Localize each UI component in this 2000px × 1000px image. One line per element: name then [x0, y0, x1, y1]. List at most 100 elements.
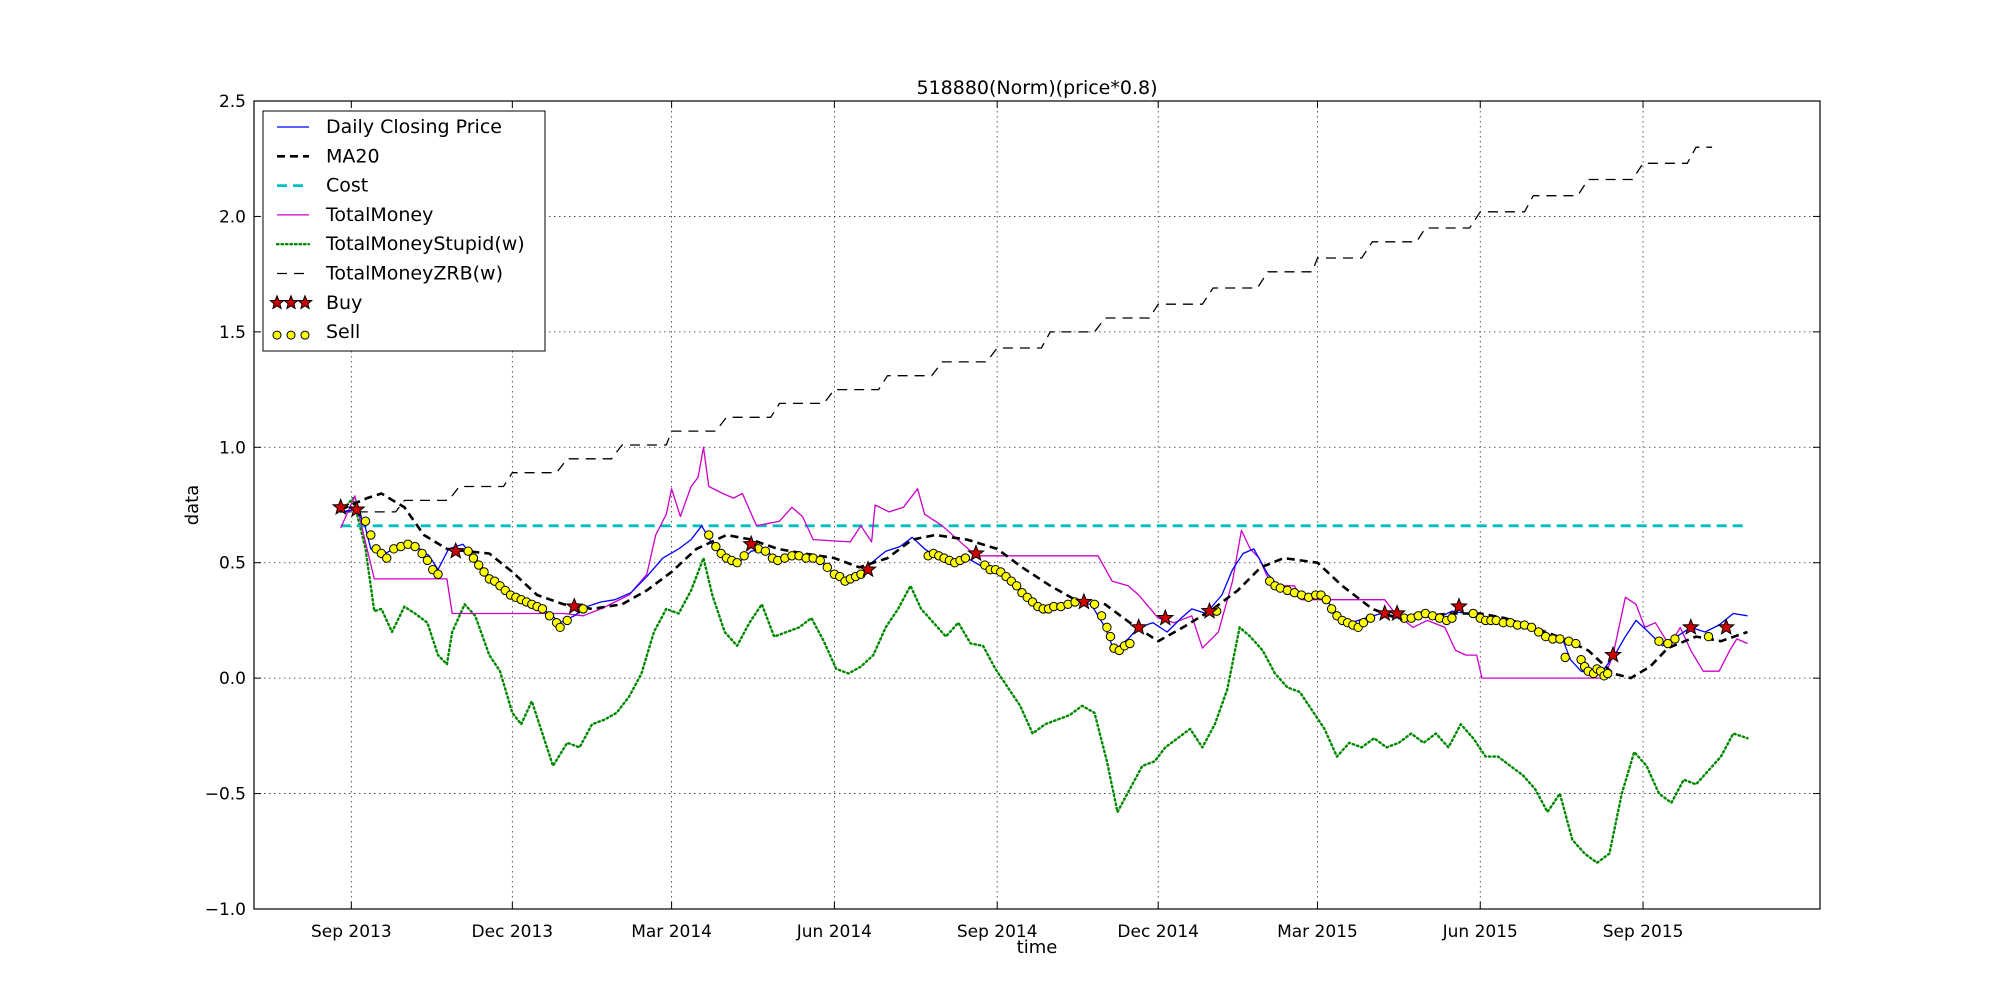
sell-marker — [382, 553, 392, 563]
sell-marker — [537, 604, 548, 614]
sell-marker — [417, 548, 427, 559]
sell-marker — [578, 604, 588, 614]
sell-marker — [1468, 608, 1478, 619]
buy-marker — [565, 597, 584, 615]
x-tick-label: Mar 2014 — [631, 922, 712, 942]
sell-marker — [1663, 638, 1673, 649]
legend-label-totalmoneyzrb-w: TotalMoneyZRB(w) — [325, 263, 503, 285]
legend-label-sell: Sell — [326, 321, 360, 343]
buy-marker — [1156, 608, 1175, 626]
y-tick-label: 1.0 — [219, 438, 246, 458]
y-tick-label: 1.5 — [219, 323, 246, 343]
buy-marker — [347, 500, 366, 518]
sell-marker — [1011, 581, 1022, 591]
buy-marker — [331, 497, 350, 515]
y-tick-label: 0.5 — [219, 554, 246, 574]
y-tick-label: 2.0 — [219, 207, 246, 227]
x-tick-label: Sep 2014 — [957, 922, 1038, 942]
legend-label-ma20: MA20 — [326, 145, 380, 167]
sell-marker — [468, 553, 479, 563]
buy-marker — [1388, 604, 1407, 622]
x-tick-label: Dec 2014 — [1117, 922, 1199, 942]
sell-marker — [704, 530, 714, 540]
sell-marker — [1571, 638, 1581, 649]
sell-marker — [960, 553, 971, 563]
legend: Daily Closing Price MA20 Cost TotalMoney Tot… — [262, 110, 546, 352]
sell-marker — [366, 530, 376, 540]
sell-marker — [433, 569, 443, 579]
sell-marker — [422, 555, 433, 566]
buy-marker — [742, 534, 761, 552]
sell-marker — [1703, 631, 1714, 642]
sell-marker — [360, 516, 371, 526]
y-tick-label: −0.5 — [205, 785, 246, 805]
legend-label-totalmoney: TotalMoney — [325, 204, 433, 226]
legend-swatch-sell-circle — [286, 330, 296, 340]
legend-label-buy: Buy — [326, 292, 362, 314]
legend-label-daily-closing-price: Daily Closing Price — [326, 116, 502, 138]
sell-marker — [1125, 638, 1135, 649]
buy-marker — [1717, 618, 1736, 635]
sell-marker — [815, 555, 825, 566]
x-tick-label: Jun 2014 — [796, 922, 872, 942]
sell-marker — [544, 611, 555, 621]
sell-marker — [822, 562, 833, 573]
signal-markers — [331, 497, 1736, 681]
axis-ticks: −1.0 −0.5 0.0 0.5 1.0 1.5 2.0 2.5 Sep 2013 Dec 20… — [205, 92, 1820, 942]
buy-marker — [1604, 645, 1622, 663]
legend-swatch-buy-star — [282, 294, 300, 310]
sell-marker — [410, 541, 420, 552]
sell-marker — [1321, 594, 1332, 605]
plot-frame — [253, 100, 1821, 910]
buy-marker — [1074, 592, 1093, 610]
x-axis-title: time — [1017, 937, 1058, 958]
legend-swatch-buy-star — [296, 294, 314, 310]
legend-label-totalmoneystupid-w: TotalMoneyStupid(w) — [325, 233, 525, 255]
sell-marker — [1670, 634, 1680, 644]
sell-marker — [474, 560, 484, 570]
sell-marker — [1555, 634, 1565, 644]
sell-marker — [739, 551, 749, 561]
series-line-totalmoneystupid-w — [339, 496, 1749, 864]
sell-marker — [732, 558, 742, 568]
x-tick-label: Sep 2015 — [1603, 922, 1684, 942]
sell-marker — [463, 546, 473, 556]
legend-label-cost: Cost — [326, 175, 368, 197]
legend-swatch-sell-circle — [300, 330, 310, 340]
y-tick-label: −1.0 — [205, 900, 246, 920]
sell-marker — [1526, 622, 1537, 633]
buy-marker — [1681, 618, 1700, 635]
legend-swatch-buy-star — [268, 294, 286, 310]
buy-marker — [859, 560, 877, 578]
sell-marker — [562, 615, 572, 626]
y-axis-title: data — [182, 485, 203, 526]
sell-marker — [1533, 627, 1544, 637]
sell-marker — [555, 622, 565, 633]
x-tick-label: Dec 2013 — [472, 922, 554, 942]
sell-marker — [1358, 618, 1369, 628]
sell-marker — [1105, 631, 1116, 642]
x-tick-label: Sep 2013 — [311, 922, 392, 942]
sell-marker — [1102, 622, 1112, 633]
series-line-totalmoneyzrb-w — [340, 146, 1713, 513]
x-tick-label: Jun 2015 — [1442, 922, 1518, 942]
chart-title: 518880(Norm)(price*0.8) — [916, 77, 1157, 99]
legend-box — [262, 110, 546, 352]
buy-marker — [1200, 601, 1219, 619]
y-tick-label: 0.0 — [219, 669, 246, 689]
sell-marker — [1326, 604, 1337, 614]
x-tick-label: Mar 2015 — [1277, 922, 1358, 942]
series-line-totalmoney — [340, 446, 1748, 679]
buy-marker — [446, 541, 465, 559]
sell-marker — [760, 546, 771, 556]
y-tick-label: 2.5 — [219, 92, 246, 112]
legend-swatch-sell-circle — [272, 330, 282, 340]
sell-marker — [1096, 611, 1107, 621]
sell-marker — [1654, 636, 1664, 646]
sell-marker — [1560, 652, 1570, 663]
sell-marker — [1602, 668, 1613, 679]
sell-marker — [479, 567, 489, 577]
sell-marker — [711, 541, 721, 552]
buy-marker — [1129, 618, 1148, 635]
